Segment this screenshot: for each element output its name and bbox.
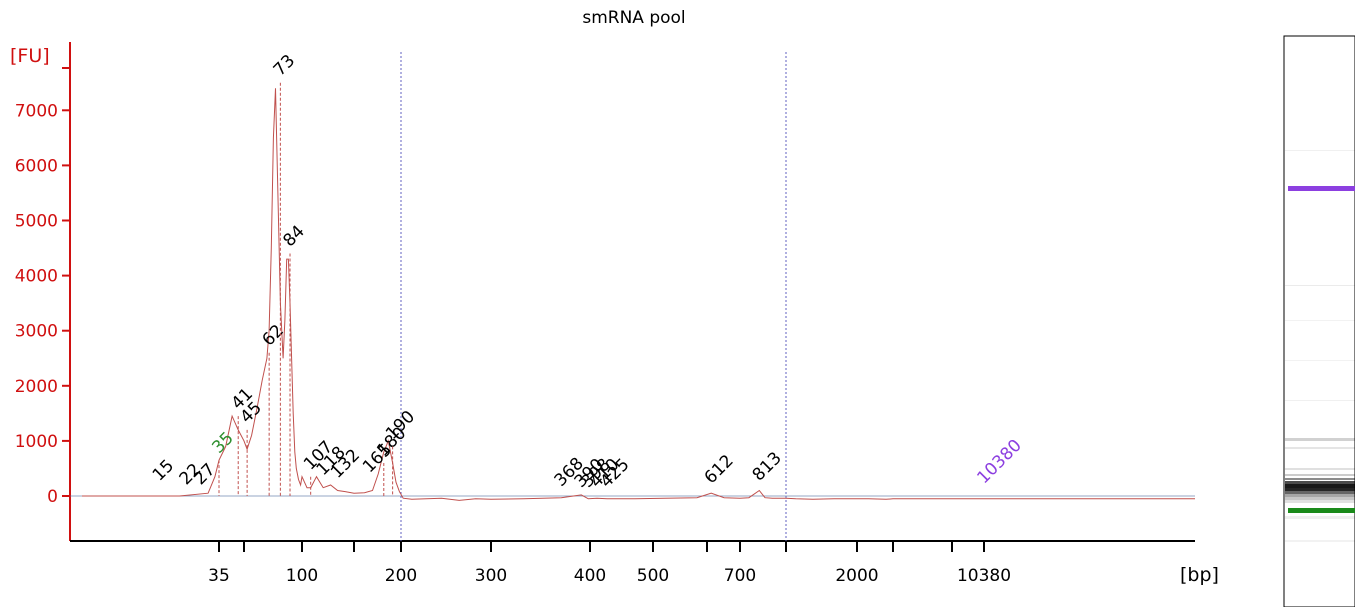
x-tick-label: 35 <box>208 566 230 586</box>
x-tick-label: 10380 <box>957 566 1011 586</box>
x-tick-label: 2000 <box>835 566 878 586</box>
y-tick-label: 1000 <box>15 432 58 452</box>
y-tick-label: 3000 <box>15 322 58 342</box>
gel-band <box>1285 484 1355 488</box>
peak-label: 813 <box>749 448 786 485</box>
y-tick-label: 0 <box>47 487 58 507</box>
gel-band <box>1285 150 1355 151</box>
gel-band <box>1285 497 1355 500</box>
gel-band <box>1285 320 1355 321</box>
gel-band <box>1285 494 1355 497</box>
gel-band <box>1285 360 1355 361</box>
gel-lower-marker-band <box>1288 508 1355 513</box>
x-tick-label: 700 <box>724 566 756 586</box>
peak-label: 73 <box>270 51 299 80</box>
series-trace-line <box>82 88 1195 501</box>
y-tick-label: 5000 <box>15 212 58 232</box>
x-axis-label: [bp] <box>1180 564 1219 586</box>
gel-band <box>1285 468 1355 470</box>
gel-band <box>1285 540 1355 542</box>
gel-band <box>1285 516 1355 519</box>
y-tick-label: 7000 <box>15 101 58 121</box>
gel-band <box>1285 491 1355 494</box>
peak-label: 10380 <box>973 436 1025 488</box>
gel-lane <box>1283 35 1355 607</box>
x-tick-label: 100 <box>286 566 318 586</box>
gel-band <box>1285 438 1355 441</box>
gel-band <box>1285 474 1355 476</box>
peak-label: 84 <box>279 222 308 251</box>
gel-band <box>1285 500 1355 503</box>
gel-lane-frame <box>1283 35 1355 607</box>
x-tick-label: 200 <box>385 566 417 586</box>
gel-band <box>1285 447 1355 449</box>
y-axis-label: [FU] <box>10 45 50 67</box>
gel-band <box>1285 400 1355 401</box>
y-tick-label: 4000 <box>15 267 58 287</box>
y-tick-label: 2000 <box>15 377 58 397</box>
gel-upper-marker-band <box>1288 186 1355 191</box>
chart-title: smRNA pool <box>582 8 685 28</box>
plot-area: 0 1000 2000 3000 4000 5000 6000 7000 35 100 200 300… <box>15 42 1195 586</box>
peak-label: 612 <box>701 451 738 488</box>
gel-band <box>1285 488 1355 491</box>
gel-band <box>1285 478 1355 480</box>
x-tick-label: 500 <box>637 566 669 586</box>
x-tick-label: 300 <box>475 566 507 586</box>
gel-band <box>1285 481 1355 484</box>
peak-label: 15 <box>149 456 178 485</box>
x-tick-label: 400 <box>574 566 606 586</box>
peak-label: 35 <box>208 428 237 457</box>
gel-band <box>1285 285 1355 286</box>
y-tick-label: 6000 <box>15 156 58 176</box>
